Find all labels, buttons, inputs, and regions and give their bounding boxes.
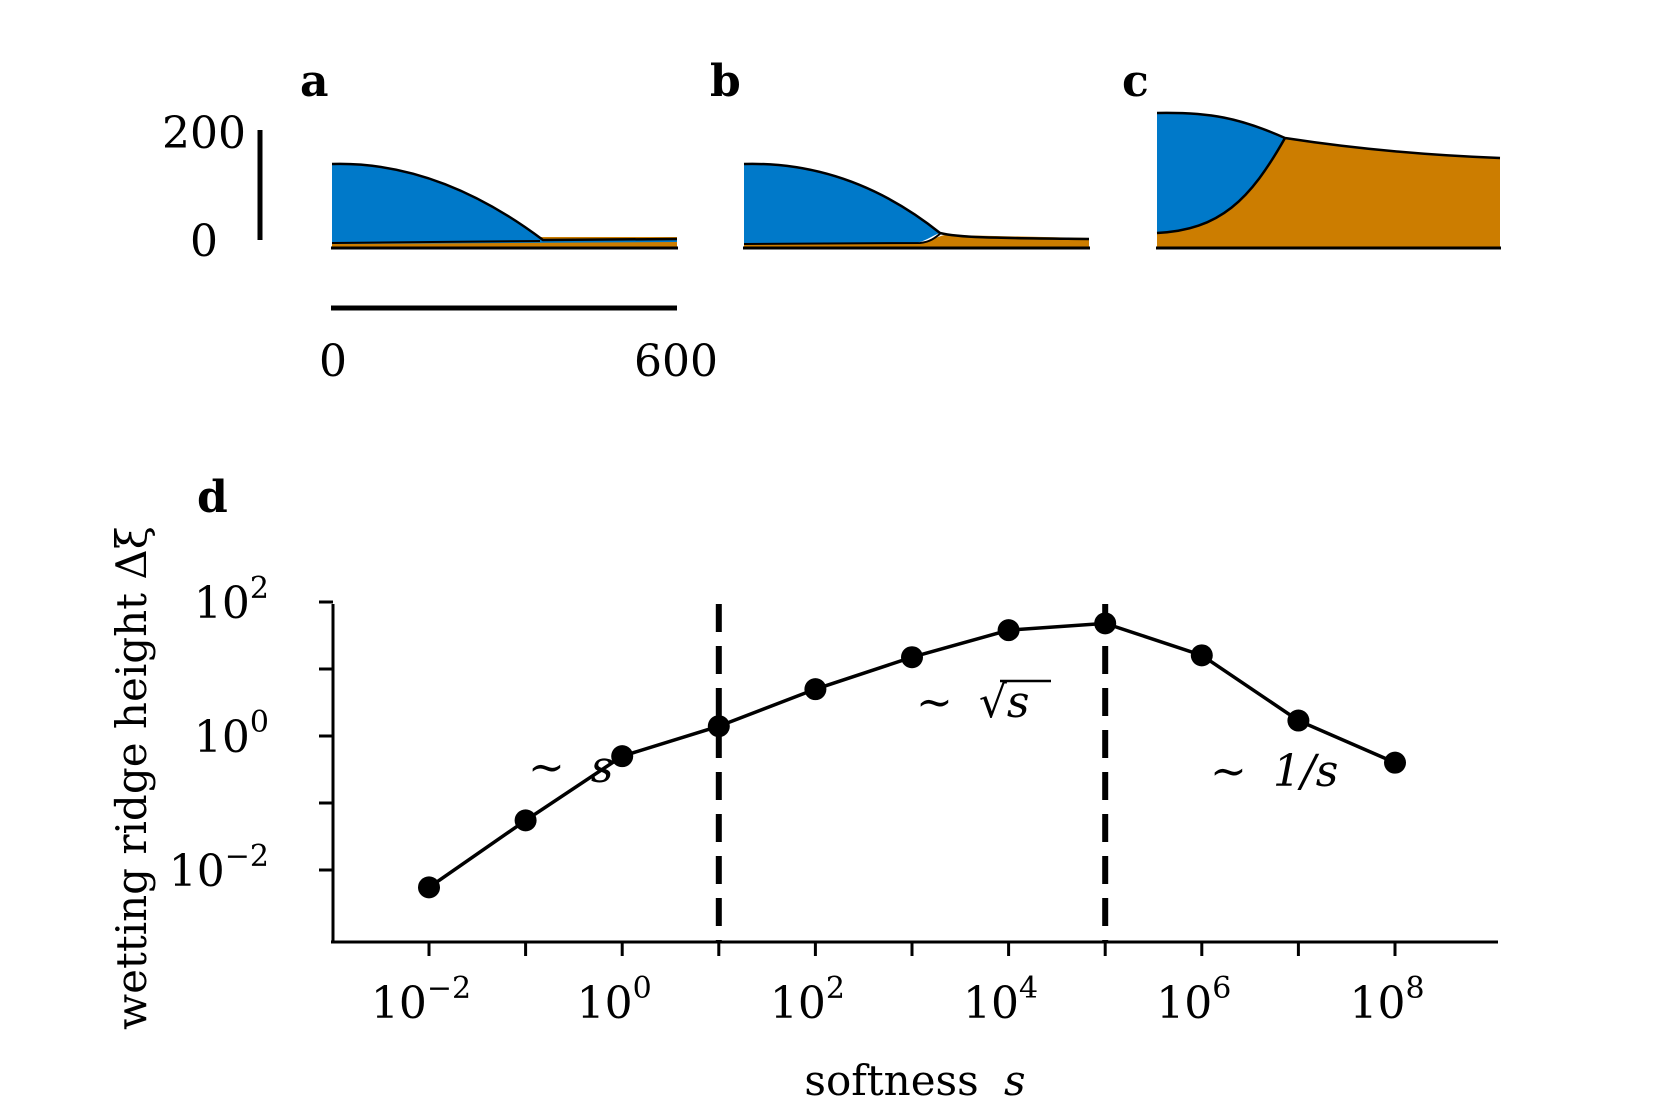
x-tick-label: 102: [770, 971, 845, 1029]
data-point: [1094, 612, 1117, 635]
panel-c-profile: [1156, 111, 1501, 250]
series-ridge-height: [418, 612, 1406, 899]
panel-a-profile: [331, 162, 678, 250]
x-tick-label: 104: [963, 971, 1038, 1029]
x-tick-label: 10−2: [371, 971, 471, 1029]
y-tick-label: 102: [194, 571, 269, 629]
panel-c-solid: [1157, 138, 1500, 248]
data-point: [804, 678, 827, 701]
scale-bar-0-label: 0: [190, 216, 218, 267]
data-point: [1190, 644, 1213, 667]
panel-b-liquid: [744, 163, 940, 244]
panel-d-label: d: [197, 472, 228, 523]
panel-c-liquid: [1157, 112, 1285, 233]
data-point: [997, 619, 1020, 642]
annotation-sqrt: ∼ √s: [916, 677, 1030, 728]
regime-dividers: [715, 604, 1109, 942]
data-point: [1287, 709, 1310, 732]
data-point: [901, 646, 923, 669]
y-axis-label: wetting ridge height Δξ: [107, 526, 156, 1030]
vertical-scale-bar: 200 0: [162, 108, 263, 267]
panel-a-label: a: [300, 56, 329, 107]
data-point: [611, 745, 634, 768]
panel-b-label: b: [710, 56, 741, 107]
scale-bar-x0-label: 0: [319, 336, 347, 387]
x-axis-label-symbol: s: [1004, 1056, 1026, 1105]
annotation-sqrt-text: √s: [979, 677, 1030, 728]
data-point: [1384, 751, 1406, 774]
data-point: [514, 809, 537, 832]
x-tick-label: 100: [577, 971, 652, 1029]
annotation-inverse-prefix: ∼: [1210, 746, 1247, 797]
horizontal-scale-bar: 0 600: [319, 305, 718, 387]
x-axis-label: softness s: [804, 1056, 1025, 1105]
annotation-linear-text: s: [591, 742, 614, 793]
annotation-inverse: ∼ 1/s: [1210, 746, 1338, 797]
x-ticks: 10−2 100 102 104 106 108: [371, 942, 1425, 1029]
panel-c-label: c: [1122, 56, 1149, 107]
y-tick-label: 100: [194, 705, 269, 763]
y-ticks: 102 100 10−2: [169, 571, 333, 897]
annotation-linear-prefix: ∼: [528, 742, 565, 793]
panel-a-liquid: [332, 163, 677, 244]
x-tick-label: 108: [1349, 971, 1424, 1029]
panel-a-substrate-line: [331, 240, 541, 244]
annotation-inverse-text: 1/s: [1273, 746, 1338, 797]
panel-c-interface: [1156, 111, 1501, 160]
panel-b-profile: [743, 162, 1090, 250]
data-point: [418, 876, 440, 899]
data-point: [707, 715, 730, 738]
x-axis-label-text: softness: [804, 1056, 978, 1105]
scale-bar-200-label: 200: [162, 108, 246, 159]
annotation-linear: ∼ s: [528, 742, 613, 793]
annotation-sqrt-prefix: ∼: [916, 677, 953, 728]
x-tick-label: 106: [1156, 971, 1231, 1029]
y-tick-label: 10−2: [169, 839, 269, 897]
scale-bar-x600-label: 600: [634, 336, 718, 387]
panel-b-substrate-line: [743, 232, 942, 245]
panel-c-substrate-line: [1156, 137, 1287, 235]
panel-a-interface: [331, 162, 678, 242]
